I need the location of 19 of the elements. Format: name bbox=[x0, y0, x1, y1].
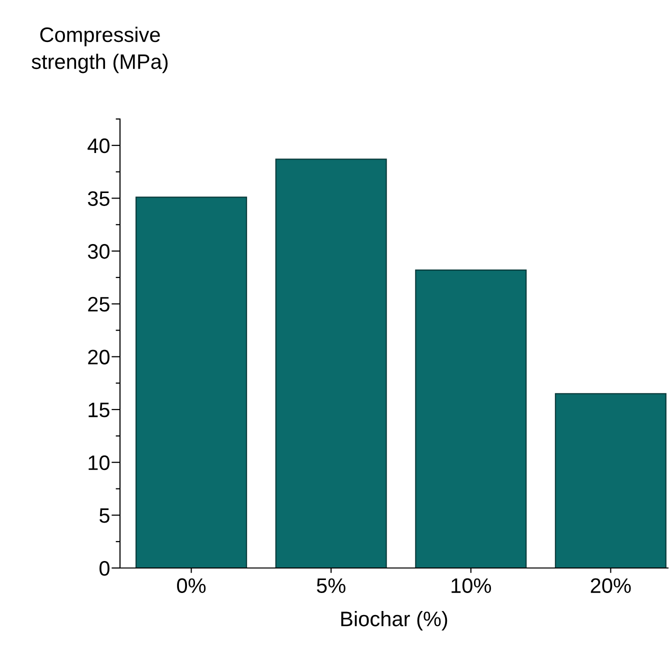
bar bbox=[554, 393, 666, 568]
bar bbox=[136, 196, 248, 568]
y-tick-label: 0 bbox=[100, 561, 110, 576]
y-tick-label: 25 bbox=[88, 296, 110, 312]
y-tick-label: 40 bbox=[88, 138, 110, 154]
y-tick-label: 15 bbox=[88, 402, 110, 418]
y-tick-label: 30 bbox=[88, 244, 110, 259]
x-axis-title: Biochar (%) bbox=[341, 611, 448, 630]
y-tick-label: 10 bbox=[88, 455, 110, 470]
x-tick-label: 0% bbox=[177, 578, 206, 594]
y-tick-label: 20 bbox=[88, 350, 110, 364]
y-axis-title: Compressive strength (MPa) bbox=[32, 26, 168, 74]
y-tick-label: 5 bbox=[100, 508, 110, 523]
bar bbox=[275, 158, 387, 568]
bar bbox=[415, 270, 527, 568]
x-tick-label: 5% bbox=[316, 578, 346, 594]
y-tick-label: 35 bbox=[88, 191, 110, 206]
x-tick-label: 10% bbox=[452, 578, 491, 594]
x-tick-label: 20% bbox=[590, 578, 631, 594]
